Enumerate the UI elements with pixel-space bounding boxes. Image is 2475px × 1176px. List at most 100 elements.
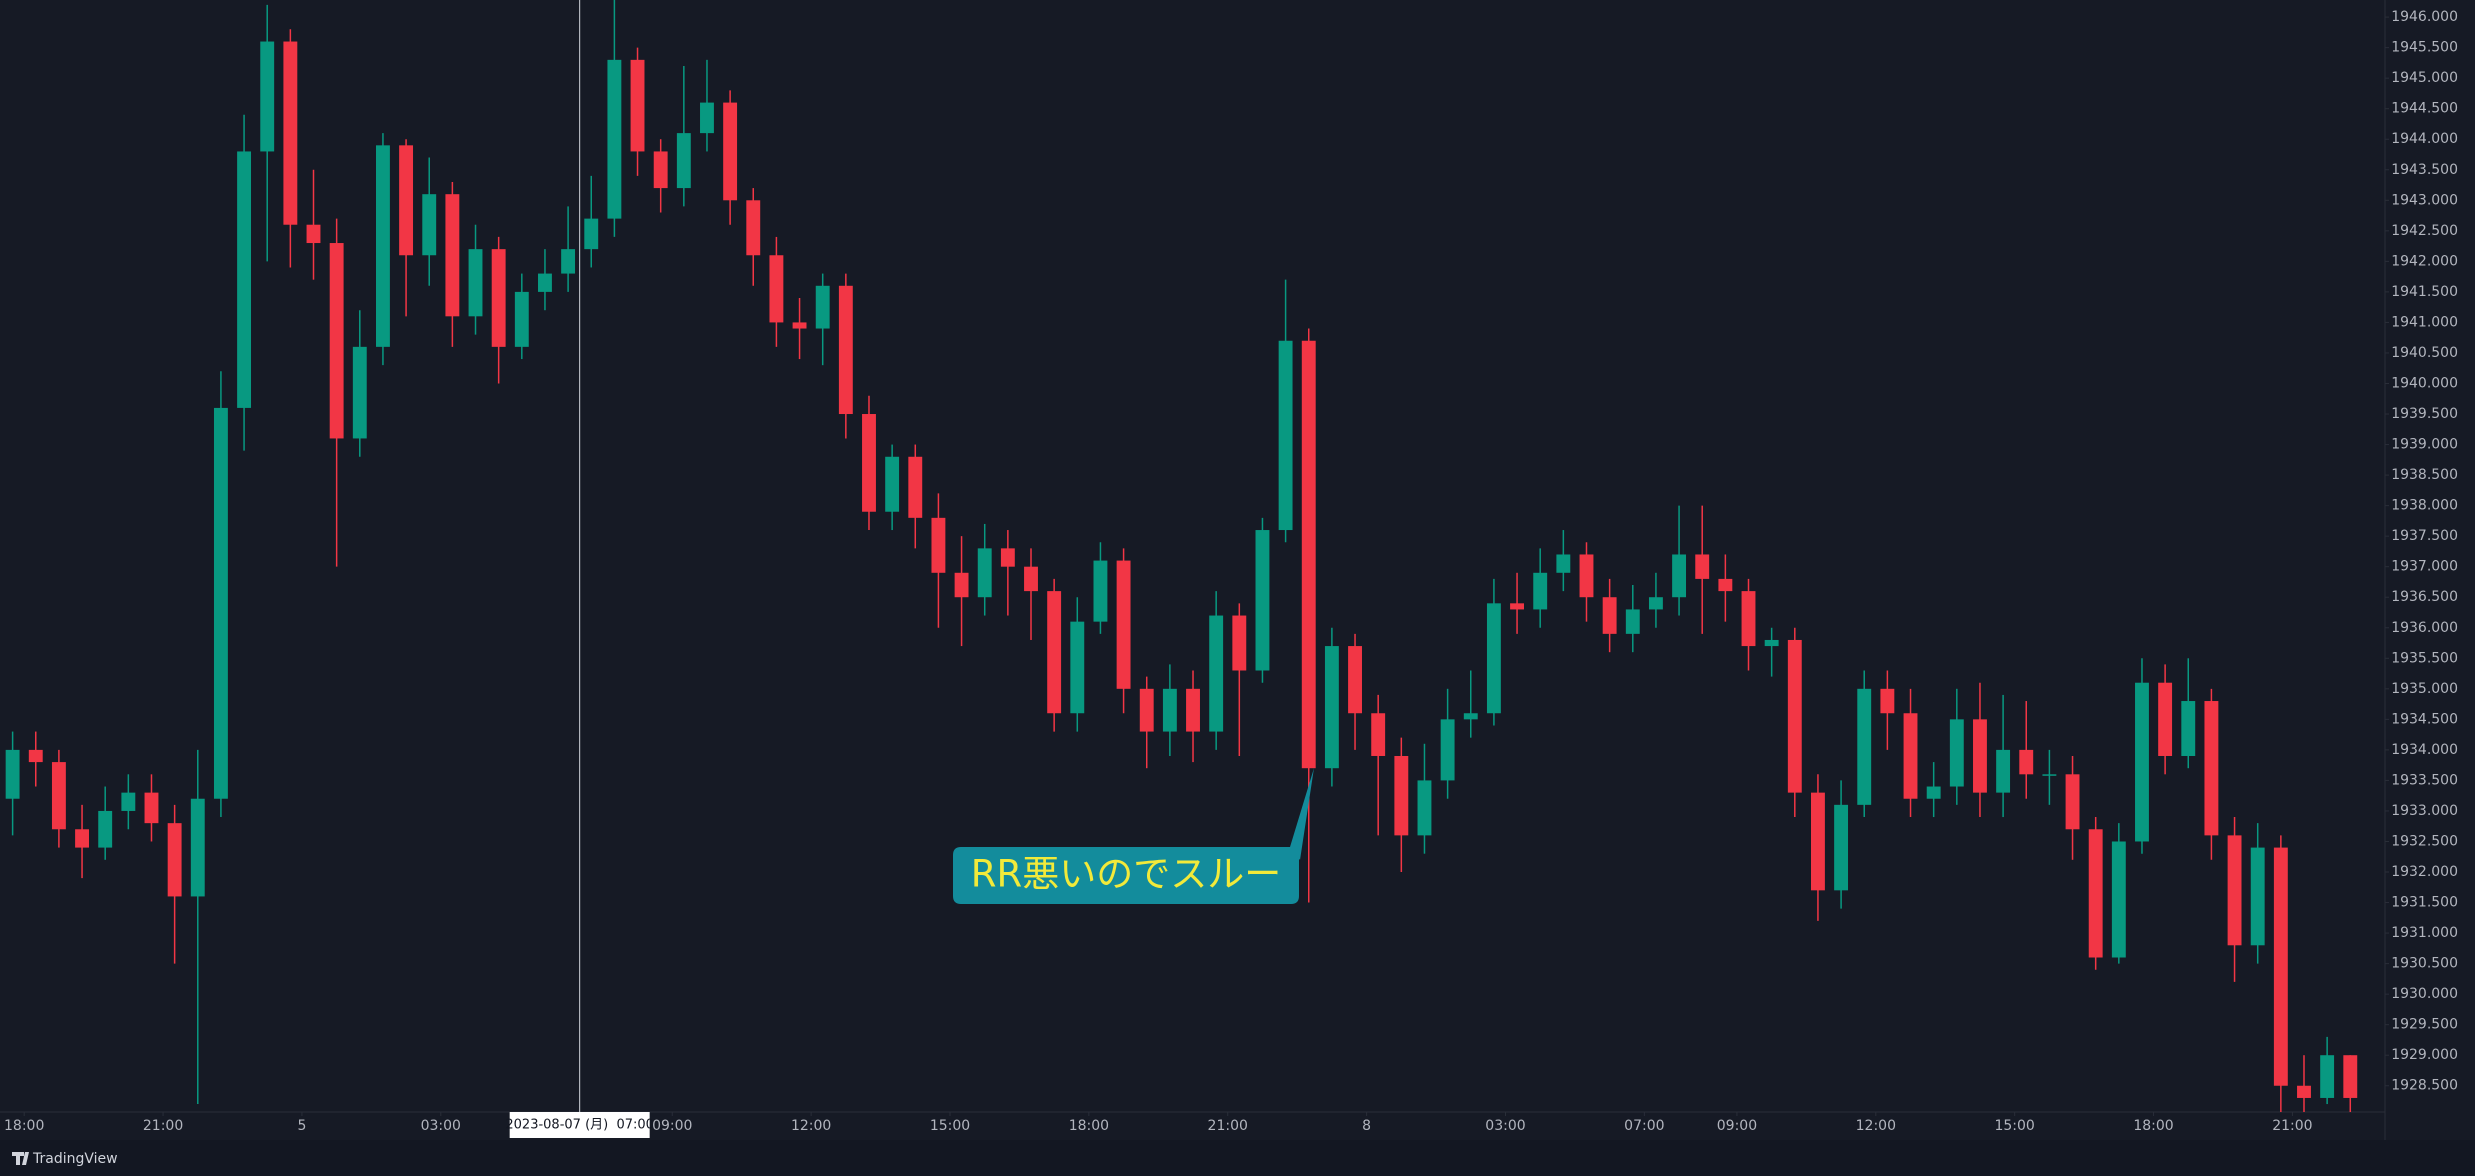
annotation-text: RR悪いのでスルー (971, 853, 1281, 896)
candle-body (190, 798, 205, 897)
candle-body (1695, 554, 1710, 579)
candle-body (1324, 646, 1339, 769)
brand: TradingView (12, 1151, 118, 1167)
candle-body (491, 249, 506, 347)
candle-body (1116, 560, 1131, 689)
candle-body (1672, 554, 1687, 598)
x-tick-label: 21:00 (143, 1118, 183, 1134)
y-tick-label: 1929.000 (2391, 1047, 2458, 1063)
candle-body (1810, 792, 1825, 891)
axes: 1928.500 1929.000 1929.500 1930.000 1930.500… (4, 9, 2458, 1138)
candle-body (1764, 639, 1779, 647)
candle-body (1926, 786, 1941, 799)
candle-body (1787, 639, 1802, 793)
candle-body (1348, 646, 1362, 714)
y-tick-label: 1943.500 (2391, 162, 2458, 178)
candle-body (445, 194, 460, 317)
x-tick-label: 12:00 (1856, 1118, 1896, 1134)
candle-body (908, 456, 923, 518)
y-tick-label: 1932.000 (2391, 864, 2458, 880)
candle-body (1949, 719, 1964, 787)
x-tick-label: 18:00 (1069, 1118, 1109, 1134)
candle-body (375, 145, 390, 347)
candle-body (862, 414, 876, 512)
y-tick-label: 1940.000 (2391, 375, 2458, 391)
candle-body (1718, 578, 1733, 592)
y-tick-label: 1938.500 (2391, 467, 2458, 483)
candle-body (2088, 829, 2103, 958)
y-tick-label: 1933.000 (2391, 803, 2458, 819)
y-tick-label: 1942.500 (2391, 223, 2458, 239)
x-tick-label: 09:00 (652, 1118, 692, 1134)
candle-body (1602, 597, 1617, 634)
y-tick-label: 1945.000 (2391, 70, 2458, 86)
candle-body (1047, 591, 1062, 714)
candle-body (607, 59, 622, 219)
crosshair-label: 2023-08-07 (月) 07:00 (505, 1118, 654, 1133)
candle-body (144, 792, 159, 824)
candle-body (167, 823, 182, 897)
candle-body (1070, 621, 1085, 714)
x-tick-label: 18:00 (2133, 1118, 2173, 1134)
y-tick-label: 1944.500 (2391, 101, 2458, 117)
candle-body (746, 200, 761, 256)
candle-body (723, 102, 738, 201)
x-tick-label: 5 (297, 1118, 306, 1134)
candle-body (98, 810, 113, 848)
candle-body (838, 285, 853, 415)
candle-body (1232, 615, 1247, 671)
y-tick-label: 1946.000 (2391, 9, 2458, 25)
y-tick-label: 1934.500 (2391, 711, 2458, 727)
candle-body (1486, 603, 1501, 714)
y-tick-label: 1938.000 (2391, 498, 2458, 514)
plot-area (5, 0, 2358, 1112)
candle-body (561, 249, 576, 274)
candle-body (1162, 688, 1177, 732)
y-tick-label: 1932.500 (2391, 833, 2458, 849)
candle-body (538, 273, 552, 292)
y-tick-label: 1941.000 (2391, 314, 2458, 330)
candle-body (885, 456, 900, 512)
candle-body (676, 133, 691, 189)
x-tick-label: 21:00 (2272, 1118, 2312, 1134)
candle-body (1880, 688, 1895, 714)
candle-body (2158, 682, 2173, 756)
candle-body (2042, 774, 2057, 776)
y-tick-label: 1928.500 (2391, 1078, 2458, 1094)
candle-body (653, 151, 668, 189)
candle-body (1834, 804, 1849, 891)
candle-body (1463, 713, 1478, 720)
candle-body (1093, 560, 1108, 622)
candle-body (213, 407, 228, 799)
y-tick-label: 1934.000 (2391, 742, 2458, 758)
candle-body (769, 255, 784, 323)
candle-body (2250, 847, 2265, 946)
x-tick-label: 15:00 (930, 1118, 970, 1134)
x-tick-label: 12:00 (791, 1118, 831, 1134)
y-tick-label: 1937.000 (2391, 559, 2458, 575)
x-tick-label: 18:00 (4, 1118, 44, 1134)
y-tick-label: 1931.000 (2391, 925, 2458, 941)
y-tick-label: 1930.500 (2391, 956, 2458, 972)
annotation: RR悪いのでスルー (953, 768, 1314, 904)
candle-body (1973, 719, 1987, 793)
candle-body (1278, 340, 1293, 531)
candle-body (1417, 780, 1432, 836)
y-tick-label: 1929.500 (2391, 1017, 2458, 1033)
candle-body (954, 572, 969, 598)
y-tick-label: 1930.000 (2391, 986, 2458, 1002)
candle-body (1209, 615, 1224, 732)
candle-body (931, 517, 946, 573)
candle-body (260, 41, 275, 152)
x-tick-label: 03:00 (1485, 1118, 1525, 1134)
y-tick-label: 1937.500 (2391, 528, 2458, 544)
candle-body (1648, 597, 1663, 610)
y-tick-label: 1939.500 (2391, 406, 2458, 422)
candle-body (2273, 847, 2288, 1086)
candle-body (2111, 841, 2126, 958)
y-tick-label: 1945.500 (2391, 40, 2458, 56)
candle-body (2320, 1055, 2335, 1098)
candle-body (1371, 713, 1386, 756)
